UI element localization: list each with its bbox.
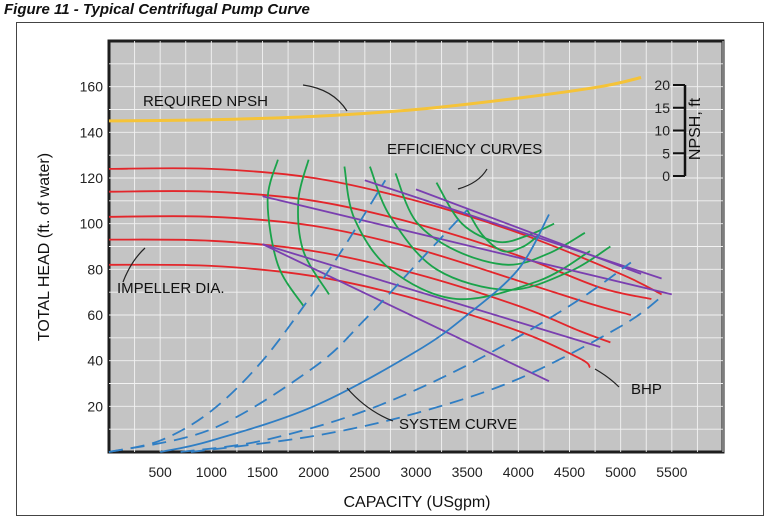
- y-tick-label: 80: [87, 261, 103, 277]
- y-tick-label: 120: [80, 170, 104, 186]
- efficiency-curve-1: [266, 159, 305, 307]
- annotation-efficiency-curves: EFFICIENCY CURVES: [387, 141, 542, 158]
- efficiency-leader: [457, 168, 488, 190]
- x-tick-label: 5000: [605, 464, 636, 480]
- bhp-line-5: [262, 243, 550, 383]
- x-tick-label: 4500: [554, 464, 585, 480]
- figure-frame: 500 1000 1500 2000 2500 3000 3500 4000 4500 5000 5…: [16, 22, 764, 516]
- y2-axis-label: NPSH, ft: [687, 97, 704, 160]
- y-tick-label: 100: [80, 216, 104, 232]
- y-tick-label: 140: [80, 124, 104, 140]
- npsh-tick-label: 0: [662, 168, 670, 184]
- x-axis-label: CAPACITY (USgpm): [344, 494, 491, 511]
- x-tick-label: 1500: [247, 464, 278, 480]
- npsh-tick-label: 20: [654, 77, 670, 93]
- head-curve-5: [108, 263, 591, 369]
- bhp-line-3: [415, 188, 642, 275]
- x-tick-label: 2500: [349, 464, 380, 480]
- annotations: REQUIRED NPSH EFFICIENCY CURVES IMPELLER…: [117, 84, 662, 433]
- figure-title: Figure 11 - Typical Centrifugal Pump Cur…: [4, 1, 310, 18]
- head-curve-4: [108, 238, 611, 344]
- curves: [108, 76, 673, 453]
- bhp-line-1: [262, 195, 673, 296]
- x-tick-label: 1000: [196, 464, 227, 480]
- system-leader: [346, 387, 394, 422]
- head-curve-3: [108, 215, 632, 316]
- bhp-line-4: [262, 243, 601, 348]
- x-tick-label: 3000: [400, 464, 431, 480]
- bhp-leader: [594, 368, 620, 388]
- x-tick-label: 4000: [503, 464, 534, 480]
- y-tick-label: 60: [87, 307, 103, 323]
- x-tick-label: 5500: [656, 464, 687, 480]
- npsh-leader: [302, 84, 348, 112]
- pump-curve-chart: 500 1000 1500 2000 2500 3000 3500 4000 4500 5000 5…: [36, 39, 725, 511]
- npsh-axis: 0 5 10 15 20: [654, 77, 687, 184]
- efficiency-curve-4: [369, 166, 611, 291]
- annotation-required-npsh: REQUIRED NPSH: [143, 93, 268, 110]
- npsh-tick-label: 15: [654, 100, 670, 116]
- x-tick-label: 500: [148, 464, 172, 480]
- efficiency-curve-6: [435, 182, 555, 244]
- system-curve-4: [180, 261, 632, 453]
- system-curve-5: [190, 295, 663, 453]
- system-curve-3: [160, 214, 550, 453]
- system-curve-2: [108, 209, 468, 453]
- npsh-tick-label: 10: [654, 123, 670, 139]
- annotation-system-curve: SYSTEM CURVE: [399, 416, 517, 433]
- system-curve-1: [108, 179, 387, 453]
- annotation-impeller-dia: IMPELLER DIA.: [117, 280, 225, 297]
- efficiency-curve-5: [394, 173, 586, 266]
- y-tick-label: 160: [80, 79, 104, 95]
- required-npsh-curve: [108, 76, 642, 123]
- efficiency-curve-7: [466, 209, 540, 253]
- head-curve-1: [108, 167, 663, 296]
- x-tick-label: 2000: [298, 464, 329, 480]
- tick-labels: 500 1000 1500 2000 2500 3000 3500 4000 4500 5000 5…: [80, 79, 688, 480]
- annotation-bhp: BHP: [631, 381, 662, 398]
- head-curve-2: [108, 190, 652, 300]
- efficiency-curve-2: [297, 159, 330, 295]
- impeller-leader: [122, 247, 146, 283]
- y-tick-label: 40: [87, 353, 103, 369]
- x-tick-label: 3500: [452, 464, 483, 480]
- y-tick-label: 20: [87, 398, 103, 414]
- y-axis-label: TOTAL HEAD (ft. of water): [36, 153, 53, 341]
- npsh-tick-label: 5: [662, 145, 670, 161]
